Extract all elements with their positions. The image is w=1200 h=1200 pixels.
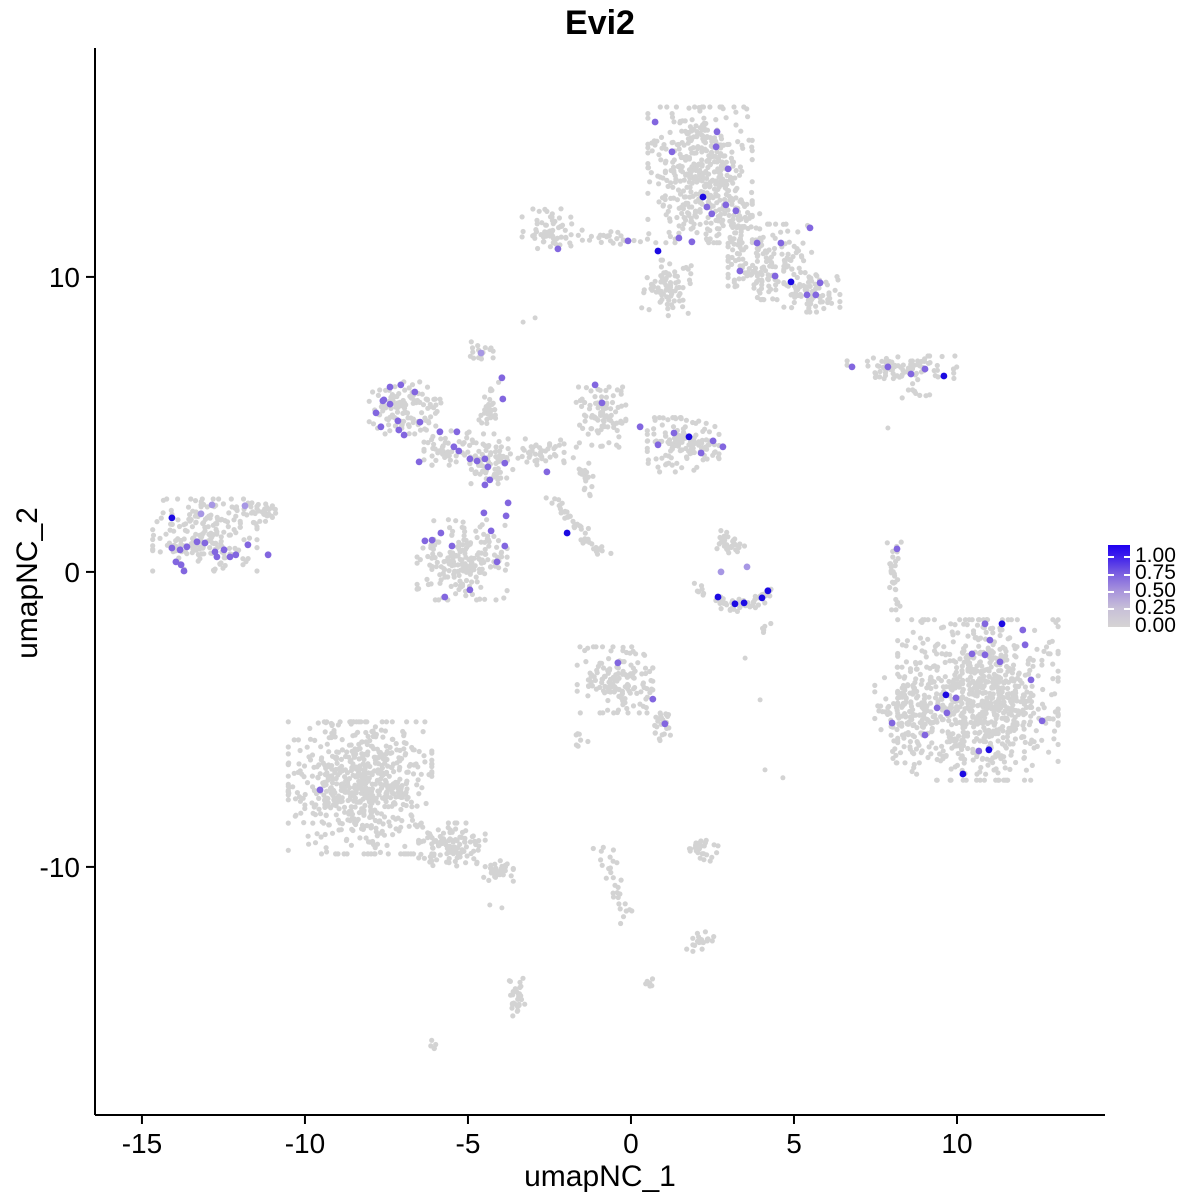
legend-gradient-bar (1108, 545, 1130, 627)
legend-tick (1108, 591, 1114, 593)
x-tick-label: 5 (786, 1128, 802, 1159)
y-tick-label: 0 (64, 557, 80, 588)
x-tick-label: 10 (941, 1128, 972, 1159)
y-tick-label: 10 (49, 262, 80, 293)
x-tick-label: -5 (456, 1128, 481, 1159)
x-tick-label: -10 (285, 1128, 325, 1159)
plot-title: Evi2 (565, 4, 635, 42)
x-tick-label: -15 (122, 1128, 162, 1159)
legend-label: 1.00 (1135, 544, 1176, 567)
y-axis-title: umapNC_2 (11, 507, 44, 659)
legend-tick (1124, 556, 1130, 558)
legend-tick (1108, 556, 1114, 558)
legend-tick (1108, 608, 1114, 610)
legend-tick (1124, 574, 1130, 576)
x-tick-label: 0 (623, 1128, 639, 1159)
legend-labels: 1.00 0.75 0.50 0.25 0.00 (1135, 544, 1176, 637)
expression-legend: 1.00 0.75 0.50 0.25 0.00 (1108, 543, 1198, 638)
legend-label: 0.75 (1135, 561, 1176, 585)
legend-label: 0.00 (1135, 613, 1176, 637)
legend-tick (1124, 591, 1130, 593)
x-axis-title: umapNC_1 (524, 1160, 676, 1193)
legend-tick (1108, 574, 1114, 576)
expressing-points-layer (168, 118, 1046, 794)
legend-tick (1124, 608, 1130, 610)
legend-label: 0.50 (1135, 578, 1176, 602)
cell-points-layer (150, 104, 1061, 1052)
legend-label: 0.25 (1135, 596, 1176, 620)
y-tick-label: -10 (40, 852, 80, 883)
axes-layer: -15 -10 -5 0 5 10 10 0 -10 (40, 48, 1105, 1159)
